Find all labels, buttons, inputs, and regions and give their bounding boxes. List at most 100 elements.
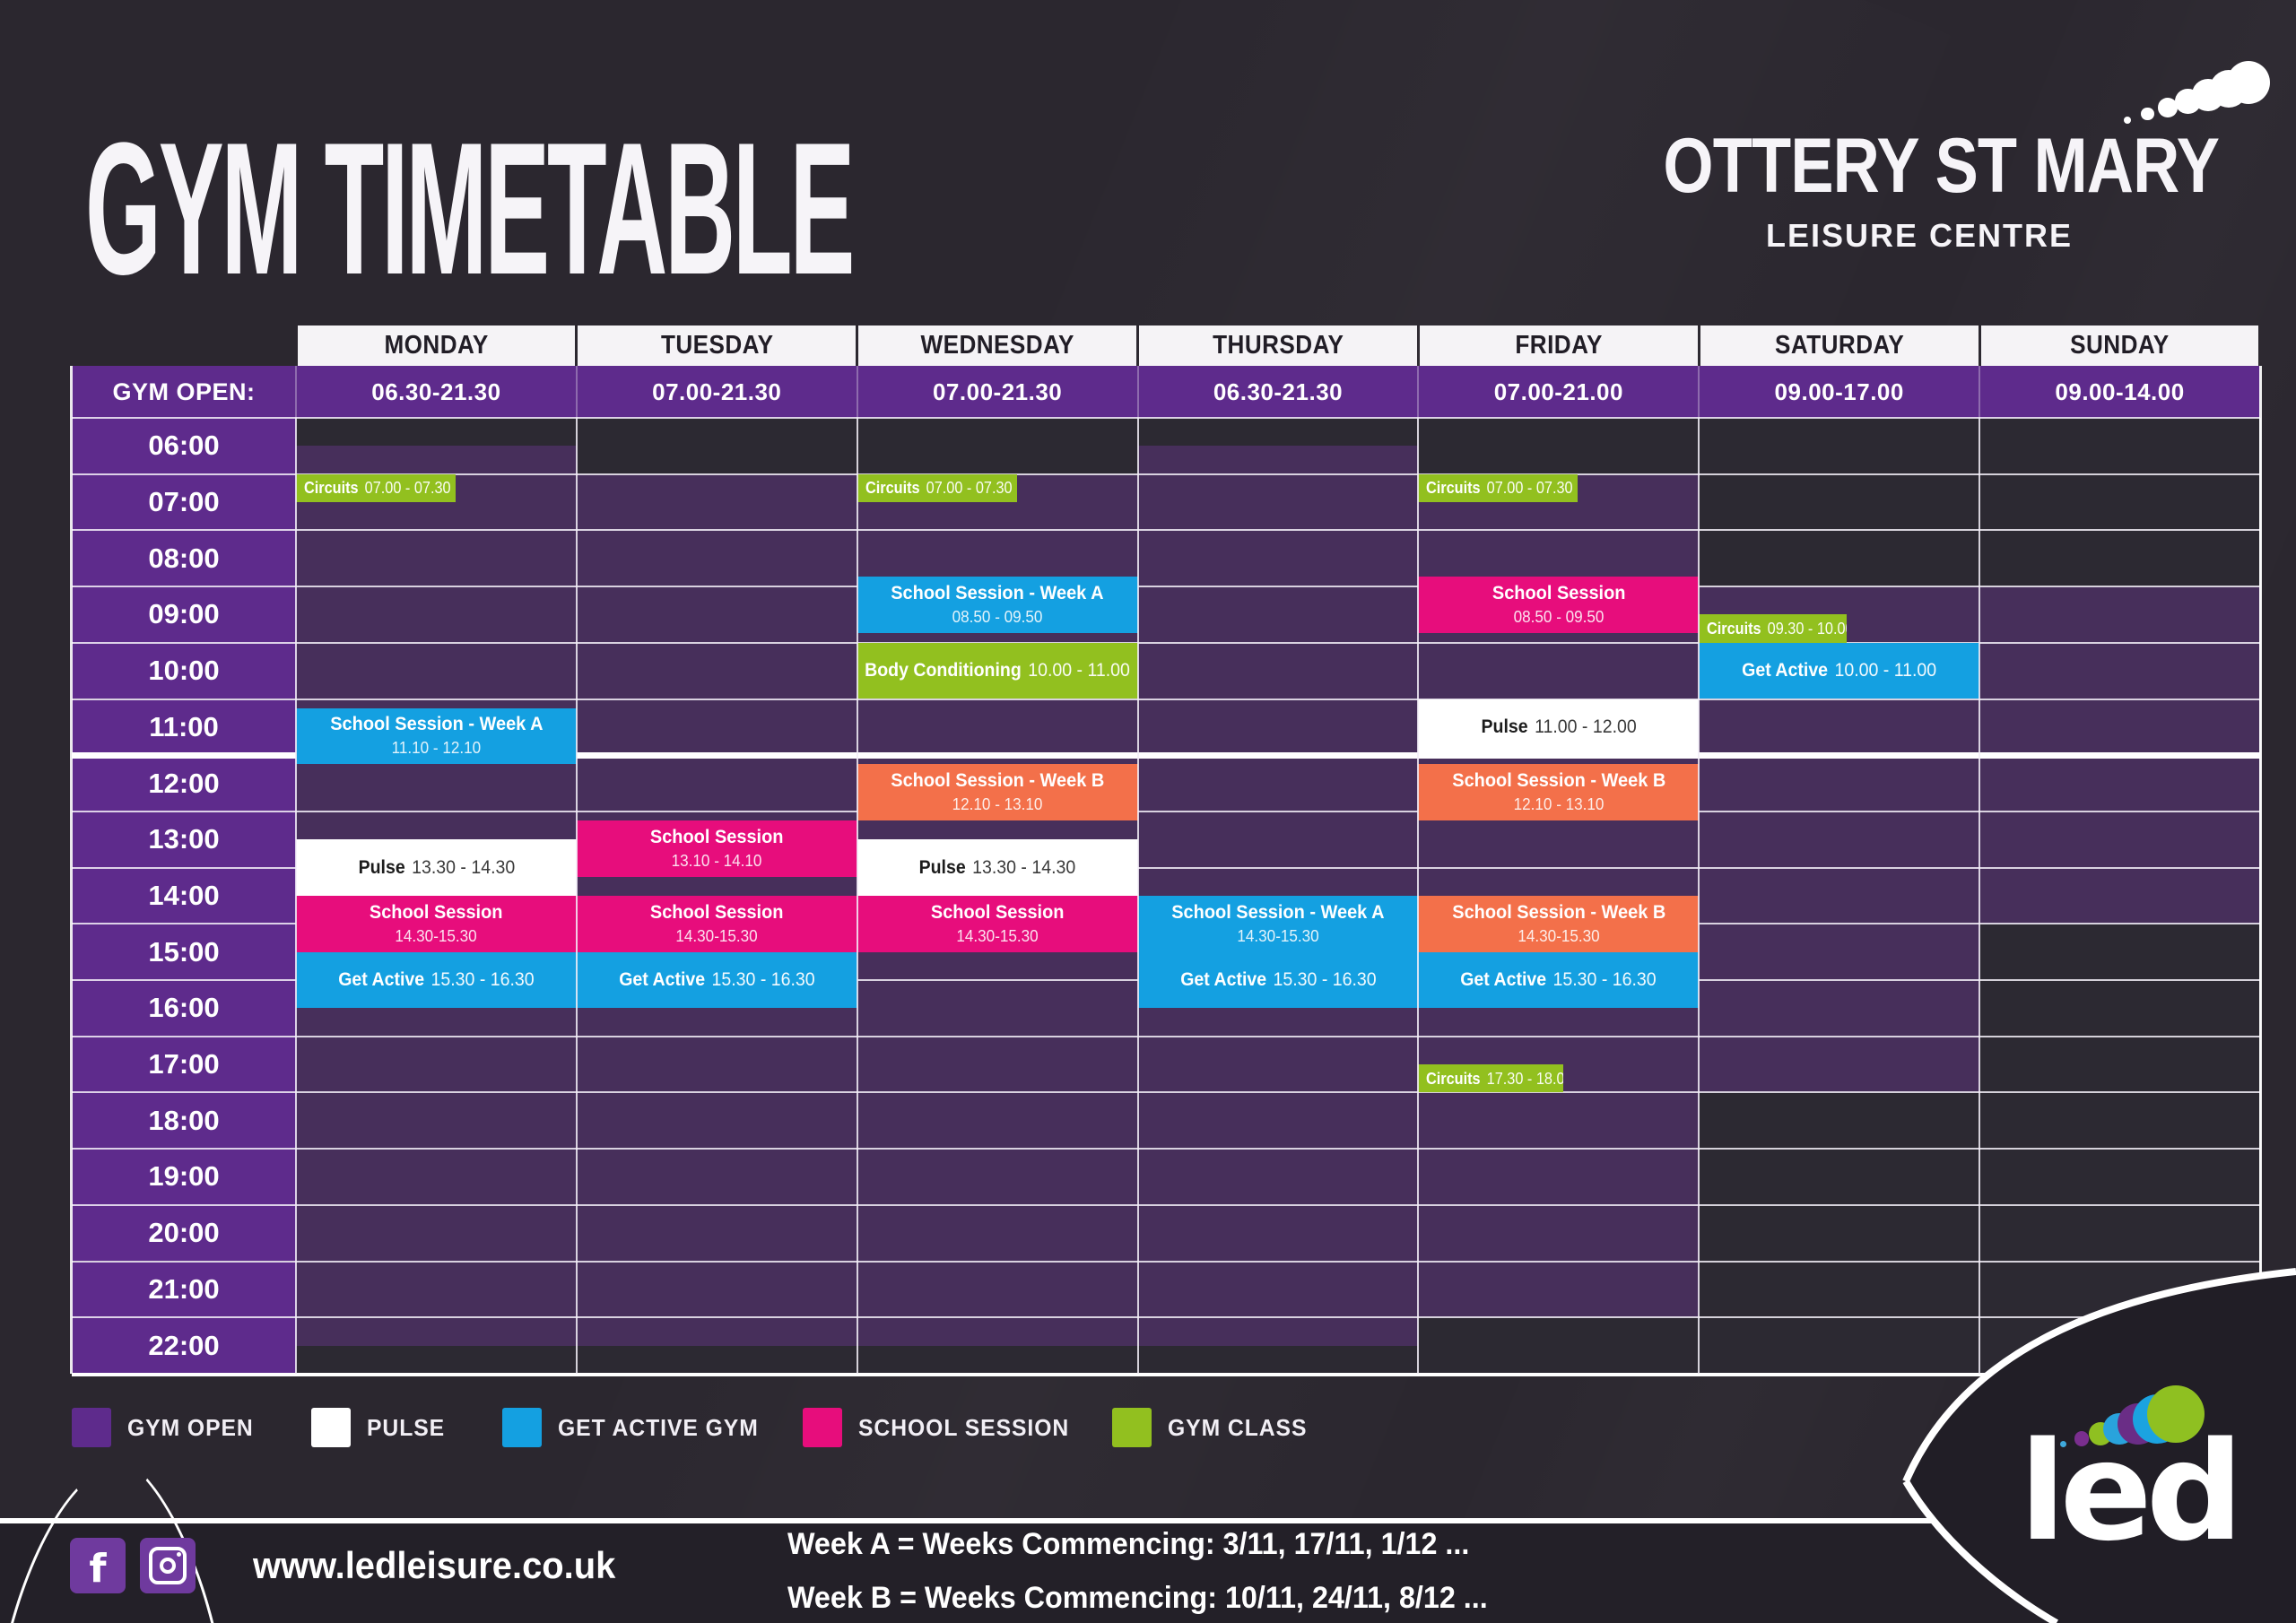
event-name: Circuits [1426,1068,1482,1088]
event-name: Get Active [1460,968,1547,990]
dot-icon [2141,107,2154,121]
legend-swatch [72,1408,111,1447]
time-label: 17:00 [72,1036,296,1093]
legend-swatch [502,1408,542,1447]
event-block: School Session - Week B 12.10 - 13.10 [1418,764,1700,820]
grid-line-horizontal [72,810,2260,812]
grid-line-horizontal [72,1203,2260,1206]
event-time: 15.30 - 16.30 [1273,968,1377,990]
event-time: 15.30 - 16.30 [430,968,535,990]
grid-line-vertical [1136,366,1139,418]
time-label: 09:00 [72,586,296,643]
week-a-note: Week A = Weeks Commencing: 3/11, 17/11, … [787,1527,1470,1561]
event-block: School Session - Week B 14.30-15.30 [1418,895,1700,952]
event-time: 14.30-15.30 [675,926,758,945]
legend-label: SCHOOL SESSION [858,1414,1070,1441]
event-time: 11.10 - 12.10 [391,739,482,758]
event-text: Pulse 13.30 - 14.30 [919,857,1076,879]
event-text: Get Active 15.30 - 16.30 [338,969,534,991]
event-block: School Session 14.30-15.30 [857,895,1138,952]
event-time: 13.10 - 14.10 [671,851,762,870]
event-time: 07.00 - 07.30 [926,478,1013,498]
grid-line-vertical [575,366,578,418]
event-text: Get Active 15.30 - 16.30 [1461,969,1657,991]
event-block: Get Active 15.30 - 16.30 [576,951,857,1009]
event-time: 13.30 - 14.30 [411,856,515,878]
footer-divider [0,1518,2296,1523]
dot-icon [2124,117,2131,124]
event-name: School Session - Week B [1451,901,1665,923]
event-time: 07.00 - 07.30 [1487,478,1574,498]
event-block: School Session - Week A 11.10 - 12.10 [296,707,577,765]
grid-line-vertical [295,418,297,1374]
time-label: 15:00 [72,924,296,980]
event-name: School Session [930,901,1065,923]
grid-line-horizontal [72,1260,2260,1263]
gym-open-label: GYM OPEN: [112,378,256,405]
gym-open-time: 07.00-21.30 [932,378,1063,405]
gym-open-time: 07.00-21.30 [652,378,782,405]
event-time: 10.00 - 11.00 [1028,660,1131,681]
event-name: Circuits [1426,478,1482,498]
event-block: Get Active 15.30 - 16.30 [1137,951,1419,1009]
grid-line-horizontal [72,1035,2260,1037]
dot-icon [2226,60,2271,105]
event-name: Circuits [304,478,359,498]
event-block: School Session - Week A 08.50 - 09.50 [857,577,1138,634]
event-time: 13.30 - 14.30 [972,856,1076,878]
grid-line-horizontal [72,1316,2260,1319]
event-name: School Session - Week A [1171,901,1385,923]
grid-line-vertical [1136,418,1139,1374]
day-header: FRIDAY [1419,325,1698,366]
day-header: MONDAY [297,325,576,366]
event-time: 12.10 - 13.10 [952,795,1043,814]
event-block: Pulse 13.30 - 14.30 [296,839,577,896]
event-name: Get Active [338,968,425,990]
event-text: Get Active 15.30 - 16.30 [619,969,814,991]
event-block: School Session 14.30-15.30 [576,895,857,952]
event-block: Circuits 09.30 - 10.00 [1699,614,1848,643]
led-logo-text: led [2019,1412,2244,1571]
event-text: Pulse 13.30 - 14.30 [358,857,515,879]
grid-line-vertical [856,366,858,418]
event-block: Circuits 07.00 - 07.30 [1418,473,1578,503]
event-name: Pulse [358,856,405,878]
event-name: School Session [649,826,784,847]
legend-swatch [1112,1408,1152,1447]
grid-line-horizontal [72,473,2260,475]
event-name: Pulse [1481,716,1528,737]
grid-line-vertical [1417,366,1420,418]
event-time: 07.00 - 07.30 [364,478,451,498]
event-name: Get Active [619,968,705,990]
grid-line-horizontal [72,586,2260,588]
event-name: School Session [1492,583,1626,604]
grid-line-horizontal [72,1148,2260,1150]
grid-line-horizontal [72,866,2260,869]
event-time: 11.00 - 12.00 [1534,716,1637,737]
event-time: 14.30-15.30 [1237,926,1319,945]
grid-line-vertical [575,418,578,1374]
website-link[interactable]: www.ledleisure.co.uk [253,1544,616,1586]
event-time: 08.50 - 09.50 [952,608,1043,627]
week-b-note: Week B = Weeks Commencing: 10/11, 24/11,… [787,1581,1488,1615]
event-time: 15.30 - 16.30 [711,968,815,990]
event-block: Pulse 11.00 - 12.00 [1418,699,1700,756]
event-text: Body Conditioning 10.00 - 11.00 [865,660,1130,681]
time-label: 10:00 [72,642,296,699]
event-text: Circuits 07.00 - 07.30 [865,478,1013,498]
event-time: 14.30-15.30 [395,926,478,945]
event-text: Circuits 07.00 - 07.30 [304,478,451,498]
time-label: 07:00 [72,473,296,531]
event-time: 15.30 - 16.30 [1552,968,1657,990]
instagram-icon[interactable] [140,1538,196,1593]
led-dot-icon [2146,1384,2205,1444]
facebook-icon[interactable]: f [70,1538,126,1593]
venue-subtitle: LEISURE CENTRE [1765,217,2074,254]
event-block: School Session 14.30-15.30 [296,895,577,952]
day-header: THURSDAY [1139,325,1417,366]
grid-line-horizontal [72,698,2260,700]
day-header: WEDNESDAY [858,325,1137,366]
grid-line-horizontal [72,529,2260,532]
time-label: 19:00 [72,1149,296,1205]
